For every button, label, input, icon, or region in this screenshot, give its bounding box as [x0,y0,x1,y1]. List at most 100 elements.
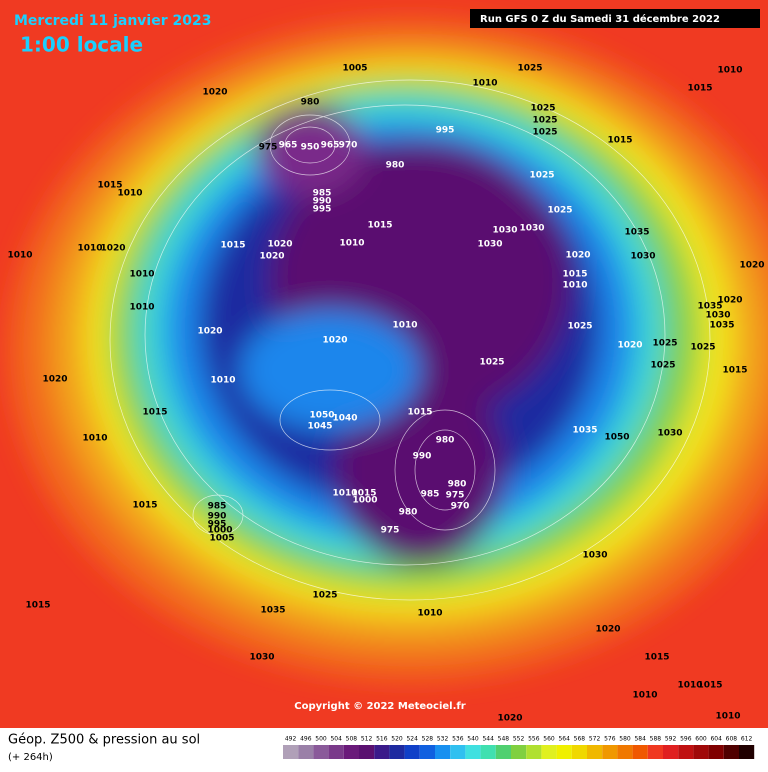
pressure-label: 1030 [705,311,730,321]
pressure-label: 1015 [644,653,669,663]
pressure-label: 1025 [312,591,337,601]
scale-label: 528 [422,736,434,743]
scale-swatch [359,745,375,759]
pressure-label: 980 [386,161,405,171]
scale-label: 600 [695,736,707,743]
pressure-label: 1025 [517,64,542,74]
pressure-label: 1035 [697,302,722,312]
pressure-label: 985 [421,490,440,500]
pressure-label: 1020 [617,341,642,351]
pressure-label: 1010 [129,270,154,280]
forecast-date: Mercredi 11 janvier 2023 [14,13,211,29]
pressure-label: 1020 [197,327,222,337]
scale-swatch [632,745,648,759]
pressure-label: 975 [446,491,465,501]
pressure-label: 1010 [77,244,102,254]
pressure-label: 1010 [7,251,32,261]
pressure-label: 1025 [532,116,557,126]
forecast-time: 1:00 locale [20,33,143,57]
pressure-label: 980 [399,508,418,518]
pressure-label: 1015 [562,270,587,280]
pressure-label: 1025 [529,171,554,181]
pressure-label: 1015 [220,241,245,251]
pressure-labels: 1005 102510101025102010101015980102599510… [7,64,764,724]
pressure-label: 1005 [342,64,367,74]
copyright: Copyright © 2022 Meteociel.fr [294,701,465,712]
scale-label: 596 [680,736,692,743]
pressure-label: 1030 [582,551,607,561]
pressure-label: 1000 [352,496,377,506]
pressure-label: 1000 [207,526,232,536]
scale-swatch [511,745,527,759]
pressure-label: 1025 [650,361,675,371]
pressure-label: 970 [339,141,358,151]
pressure-label: 1030 [492,226,517,236]
pressure-label: 1005 [209,534,234,544]
pressure-label: 1015 [97,181,122,191]
pressure-label: 1020 [322,336,347,346]
pressure-label: 1030 [657,429,682,439]
pressure-label: 1050 [309,411,334,421]
pressure-label: 975 [259,143,278,153]
pressure-label: 1010 [562,281,587,291]
pressure-label: 995 [436,126,455,136]
scale-label: 532 [437,736,449,743]
pressure-label: 1010 [632,691,657,701]
scale-swatch [298,745,314,759]
scale-label: 556 [528,736,540,743]
pressure-label: 1015 [351,489,376,499]
scale-swatch [283,745,299,759]
scale-label: 536 [452,736,464,743]
pressure-label: 970 [451,502,470,512]
pressure-label: 1020 [595,625,620,635]
pressure-label: 1015 [142,408,167,418]
scale-label: 576 [604,736,616,743]
scale-swatch [739,745,755,759]
pressure-label: 1015 [722,366,747,376]
pressure-label: 1010 [715,712,740,722]
pressure-label: 995 [313,205,332,215]
pressure-label: 1020 [267,240,292,250]
scale-swatch [647,745,663,759]
scale-swatch [480,745,496,759]
pressure-label: 980 [436,436,455,446]
scale-label: 608 [726,736,738,743]
scale-label: 540 [467,736,479,743]
scale-label: 584 [634,736,646,743]
scale-label: 572 [589,736,601,743]
scale-label: 568 [574,736,586,743]
pressure-label: 1020 [259,252,284,262]
pressure-label: 1040 [332,414,357,424]
scale-swatch [526,745,542,759]
pressure-label: 1020 [42,375,67,385]
scale-label: 504 [330,736,342,743]
pressure-label: 1025 [547,206,572,216]
pressure-label: 980 [448,480,467,490]
pressure-label: 985 [208,502,227,512]
pressure-label: 1045 [307,422,332,432]
pressure-label: 1025 [652,339,677,349]
pressure-label: 1010 [82,434,107,444]
pressure-label: 1025 [530,104,555,114]
scale-swatch [678,745,694,759]
scale-swatch [571,745,587,759]
scale-label: 552 [513,736,525,743]
pressure-label: 1010 [717,66,742,76]
scale-label: 512 [361,736,373,743]
scale-swatch [419,745,435,759]
scale-label: 580 [619,736,631,743]
run-info: Run GFS 0 Z du Samedi 31 décembre 2022 [480,13,720,25]
scale-swatch [693,745,709,759]
pressure-label: 1020 [202,88,227,98]
scale-swatch [404,745,420,759]
pressure-label: 1015 [132,501,157,511]
footer-subtitle: (+ 264h) [8,752,53,763]
pressure-label: 965 [321,141,340,151]
pressure-label: 1030 [630,252,655,262]
pressure-label: 1015 [367,221,392,231]
pressure-label: 965 [279,141,298,151]
scale-label: 604 [710,736,722,743]
scale-swatch [617,745,633,759]
map-background [0,0,768,728]
scale-label: 500 [315,736,327,743]
